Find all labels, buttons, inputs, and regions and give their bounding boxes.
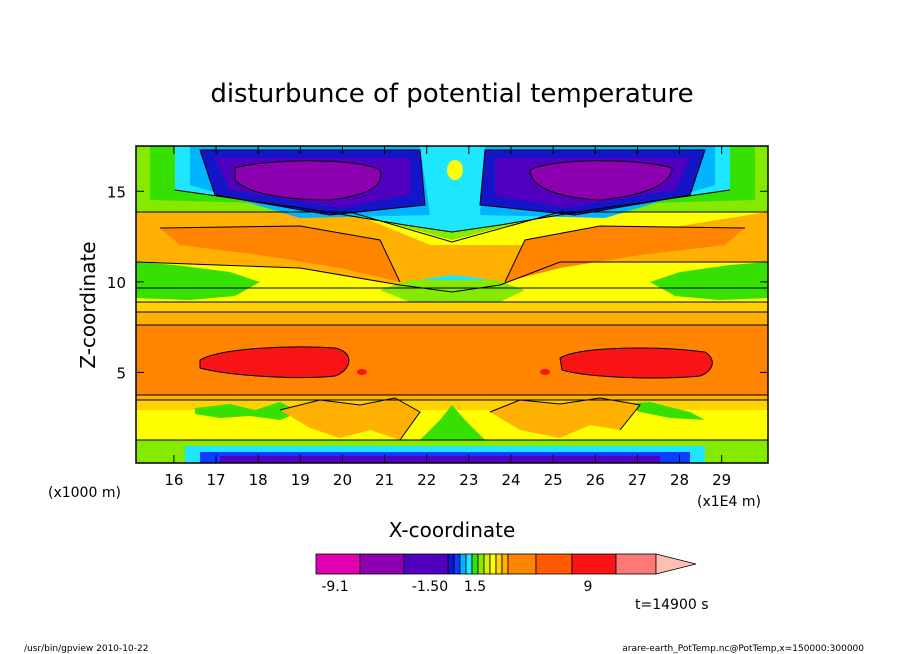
x-tick-label: 22 [417, 471, 436, 489]
colorbar-swatch [315, 553, 361, 575]
plot-area [136, 146, 768, 463]
colorbar-swatch [501, 553, 509, 575]
cold-core-left [235, 160, 381, 200]
x-tick-label: 20 [333, 471, 352, 489]
footer-left: /usr/bin/gpview 2010-10-22 [24, 644, 148, 654]
colorbar-label: -9.1 [321, 579, 348, 595]
x-tick-label: 21 [375, 471, 394, 489]
colorbar-swatch [465, 553, 473, 575]
x-tick-label: 23 [459, 471, 478, 489]
colorbar-swatch [359, 553, 405, 575]
warm-core-right [560, 348, 713, 378]
warm-spot-left [357, 369, 367, 375]
band-upper-orange-2 [160, 226, 400, 282]
colorbar-label: 1.5 [464, 579, 486, 595]
band-mid-green [380, 280, 525, 302]
colorbar-swatch [477, 553, 485, 575]
y-axis: 5 10 15 [107, 183, 768, 382]
colorbar-labels: -9.1 -1.50 1.5 9 [321, 579, 592, 595]
x-tick-label: 16 [164, 471, 183, 489]
x-tick-label: 29 [712, 471, 731, 489]
colorbar-swatch [403, 553, 449, 575]
warm-spot-right [540, 369, 550, 375]
x-tick-label: 25 [544, 471, 563, 489]
band-upper-orange-3 [505, 226, 745, 282]
x-tick-label: 17 [207, 471, 226, 489]
band-upper-green-left [136, 262, 260, 300]
colorbar-swatch [471, 553, 479, 575]
band-lower-green-left [195, 402, 300, 420]
colorbar-swatch [459, 553, 467, 575]
top-center-yellow-spot [447, 160, 463, 180]
y-axis-label: Z-coordinate [76, 241, 100, 368]
colorbar [315, 553, 697, 575]
x-tick-label: 27 [628, 471, 647, 489]
plot-frame [135, 145, 769, 464]
x-axis: 16 17 18 19 20 21 22 23 24 25 26 27 28 29 [164, 146, 731, 489]
colorbar-arrow [655, 553, 697, 575]
chart-title: disturbunce of potential temperature [210, 79, 693, 109]
colorbar-swatch [507, 553, 537, 575]
cold-core-right [530, 160, 672, 200]
band-lower-orange-lumps [280, 398, 640, 440]
y-tick-label: 15 [107, 183, 126, 201]
y-tick-label: 5 [116, 364, 126, 382]
band-lower-green-mid [420, 405, 485, 448]
band-bottom-purple [220, 456, 660, 463]
y-tick-label: 10 [107, 274, 126, 292]
x-tick-label: 26 [586, 471, 605, 489]
colorbar-label: -1.50 [412, 579, 448, 595]
x-tick-label: 18 [249, 471, 268, 489]
contour-lines [136, 149, 768, 441]
x-tick-label: 28 [670, 471, 689, 489]
x-tick-label: 24 [501, 471, 520, 489]
warm-core-left [200, 346, 349, 378]
colorbar-swatch [447, 553, 455, 575]
colorbar-swatch [571, 553, 617, 575]
colorbar-label: 9 [584, 579, 593, 595]
colorbar-swatch [453, 553, 461, 575]
x-axis-label: X-coordinate [389, 518, 516, 542]
band-lower-green-right [620, 402, 705, 420]
colorbar-swatch [535, 553, 573, 575]
footer-right: arare-earth_PotTemp.nc@PotTemp,x=150000:… [622, 644, 864, 654]
y-axis-unit: (x1000 m) [48, 485, 121, 501]
colorbar-swatch [495, 553, 503, 575]
x-tick-label: 19 [291, 471, 310, 489]
band-upper-green-right [650, 262, 768, 300]
colorbar-swatch [489, 553, 497, 575]
colorbar-swatch [615, 553, 657, 575]
x-axis-unit: (x1E4 m) [697, 494, 761, 510]
time-annotation: t=14900 s [635, 597, 709, 613]
colorbar-swatch [483, 553, 491, 575]
